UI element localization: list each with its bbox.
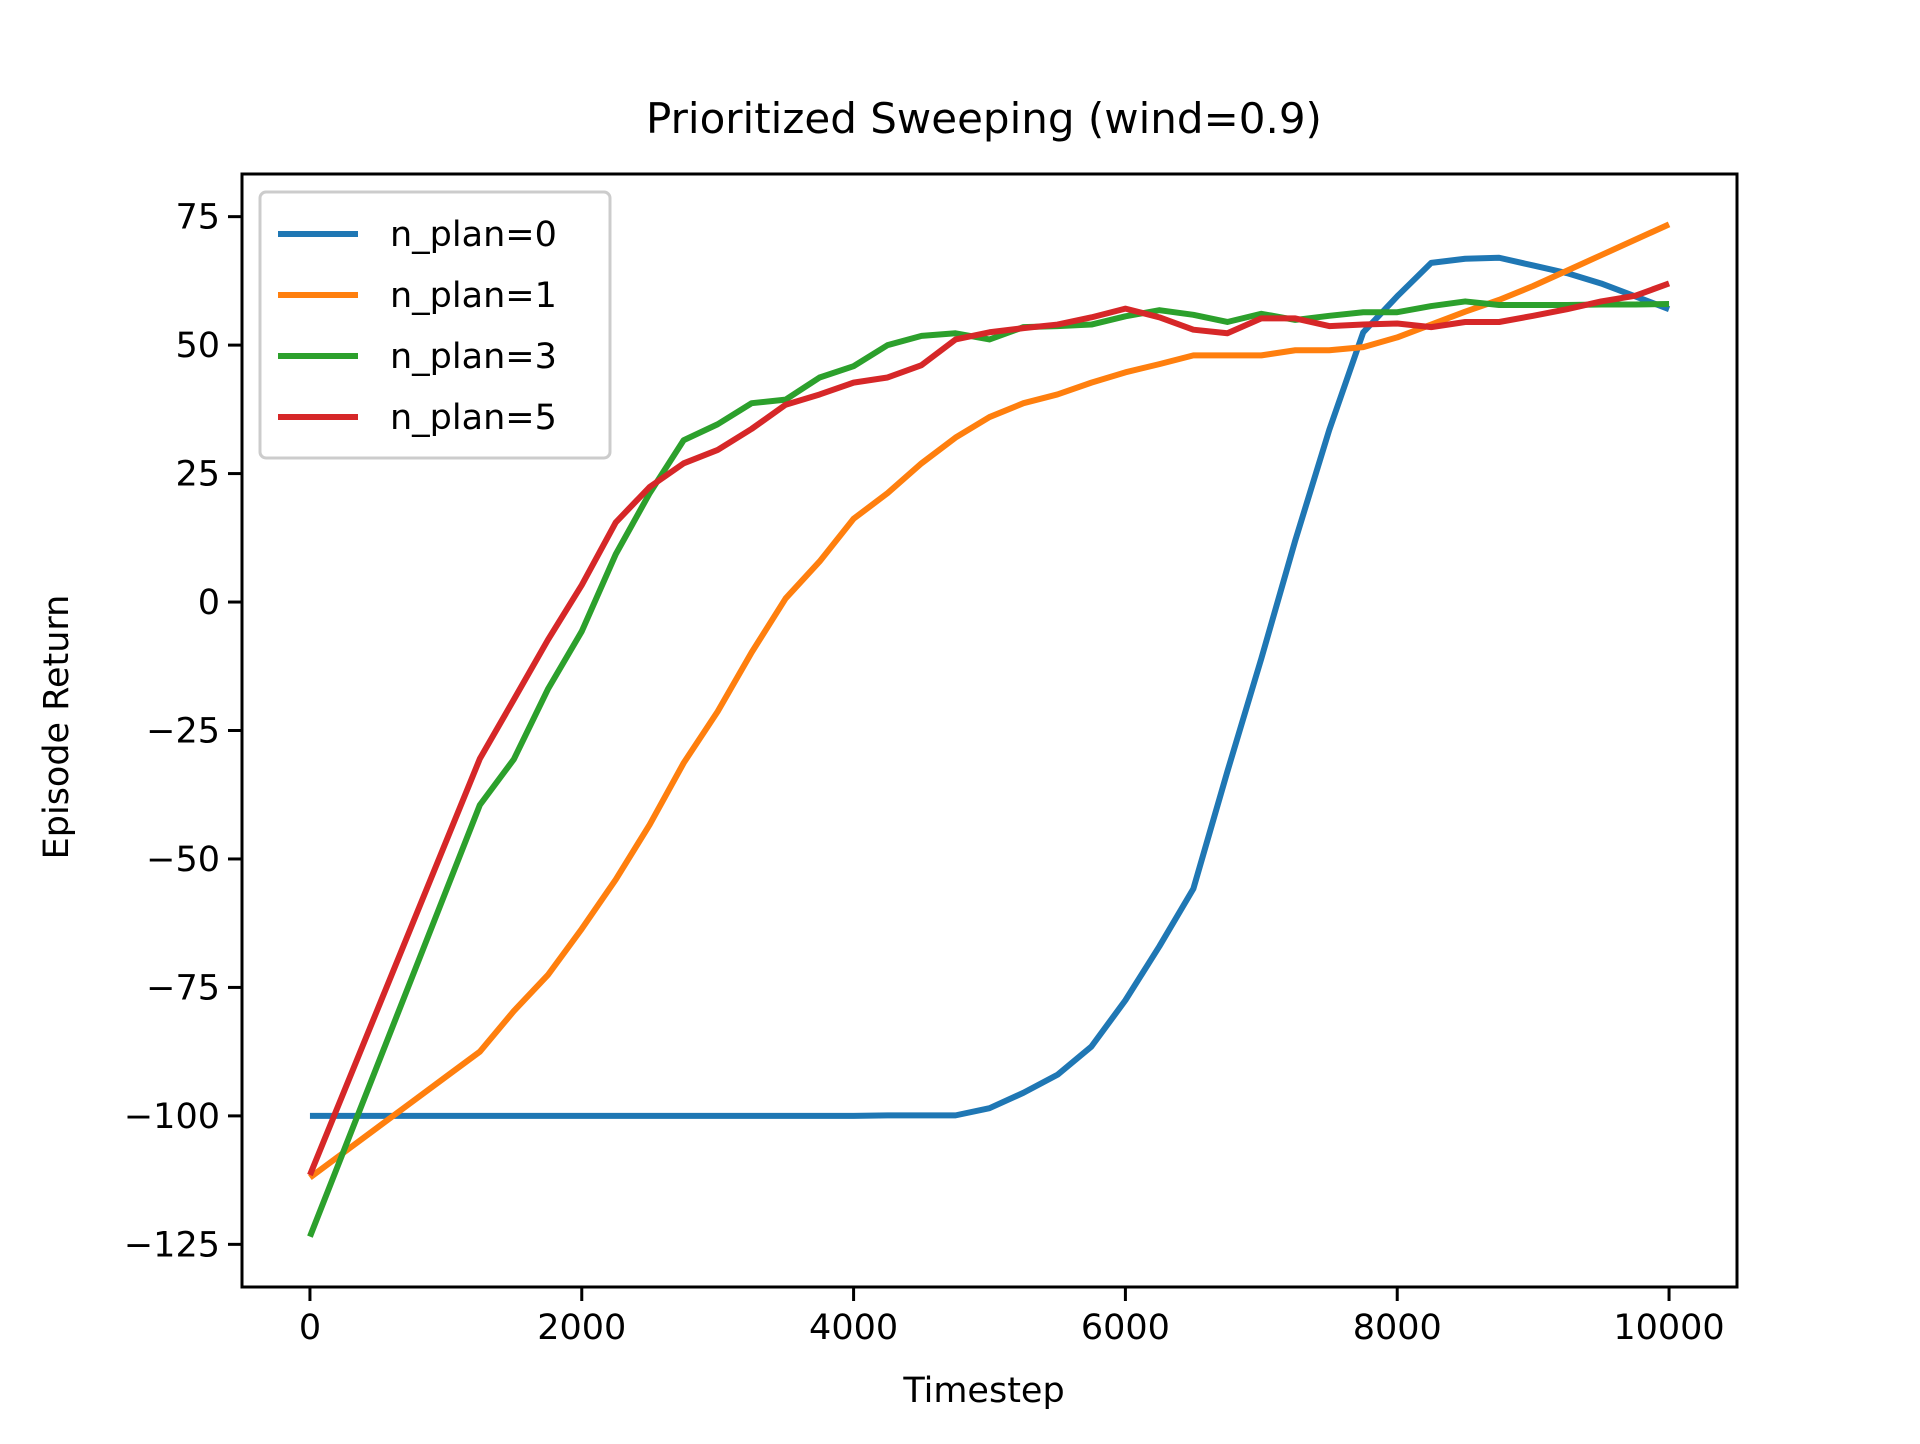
plot-frame (240, 172, 1739, 1289)
series-line (307, 298, 1670, 1238)
y-tick-label: −25 (146, 712, 220, 752)
y-tick-label: 25 (175, 455, 220, 495)
x-tick-label: 4000 (809, 1308, 898, 1348)
legend-box (258, 190, 612, 460)
y-tick-label: −125 (124, 1225, 220, 1265)
y-tick-label: 75 (175, 198, 220, 238)
y-tick-label: −75 (146, 968, 220, 1008)
y-tick-label: −100 (124, 1097, 220, 1137)
x-tick-label: 2000 (537, 1308, 626, 1348)
x-tick-label: 6000 (1081, 1308, 1170, 1348)
legend-label: n_plan=0 (390, 215, 557, 255)
chart-title: Prioritized Sweeping (wind=0.9) (646, 94, 1322, 143)
legend-label: n_plan=5 (390, 398, 557, 438)
y-tick-label: 50 (175, 326, 220, 366)
legend-label: n_plan=1 (390, 276, 557, 316)
y-tick-label: 0 (198, 583, 220, 623)
series-line (309, 254, 1671, 1119)
series-line (308, 221, 1671, 1180)
series-line (307, 280, 1671, 1177)
x-tick-label: 0 (299, 1308, 321, 1348)
x-axis-label: Timestep (902, 1371, 1064, 1411)
x-tick-label: 10000 (1613, 1308, 1724, 1348)
y-axis-label: Episode Return (37, 595, 77, 860)
y-tick-label: −50 (146, 840, 220, 880)
legend-label: n_plan=3 (390, 337, 557, 377)
x-tick-label: 8000 (1353, 1308, 1442, 1348)
